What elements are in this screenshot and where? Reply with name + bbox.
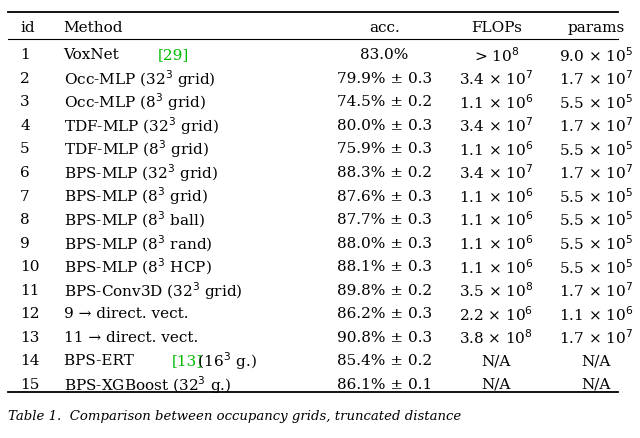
Text: N/A: N/A (581, 353, 611, 367)
Text: 79.9% ± 0.3: 79.9% ± 0.3 (337, 71, 432, 85)
Text: 5.5 × 10$^5$: 5.5 × 10$^5$ (559, 257, 633, 276)
Text: 9.0 × 10$^5$: 9.0 × 10$^5$ (559, 46, 633, 64)
Text: 3.4 × 10$^7$: 3.4 × 10$^7$ (459, 69, 533, 88)
Text: 11: 11 (20, 283, 40, 297)
Text: id: id (20, 21, 35, 35)
Text: 3: 3 (20, 95, 29, 109)
Text: 1.7 × 10$^7$: 1.7 × 10$^7$ (559, 116, 633, 135)
Text: 89.8% ± 0.2: 89.8% ± 0.2 (337, 283, 432, 297)
Text: 6: 6 (20, 166, 30, 180)
Text: TDF-MLP (32$^3$ grid): TDF-MLP (32$^3$ grid) (63, 115, 219, 136)
Text: > 10$^8$: > 10$^8$ (474, 46, 519, 64)
Text: acc.: acc. (369, 21, 399, 35)
Text: 85.4% ± 0.2: 85.4% ± 0.2 (337, 353, 432, 367)
Text: 2: 2 (20, 71, 30, 85)
Text: 1.1 × 10$^6$: 1.1 × 10$^6$ (459, 140, 533, 159)
Text: 1.7 × 10$^7$: 1.7 × 10$^7$ (559, 163, 633, 182)
Text: params: params (567, 21, 625, 35)
Text: 88.3% ± 0.2: 88.3% ± 0.2 (337, 166, 431, 180)
Text: 5.5 × 10$^5$: 5.5 × 10$^5$ (559, 234, 633, 252)
Text: 88.0% ± 0.3: 88.0% ± 0.3 (337, 236, 431, 250)
Text: 1.7 × 10$^7$: 1.7 × 10$^7$ (559, 69, 633, 88)
Text: BPS-MLP (8$^3$ HCP): BPS-MLP (8$^3$ HCP) (63, 256, 211, 277)
Text: [13]: [13] (172, 353, 203, 367)
Text: 5.5 × 10$^5$: 5.5 × 10$^5$ (559, 140, 633, 159)
Text: 5.5 × 10$^5$: 5.5 × 10$^5$ (559, 93, 633, 111)
Text: 1.7 × 10$^7$: 1.7 × 10$^7$ (559, 281, 633, 300)
Text: BPS-Conv3D (32$^3$ grid): BPS-Conv3D (32$^3$ grid) (63, 279, 242, 301)
Text: 1.1 × 10$^6$: 1.1 × 10$^6$ (459, 93, 533, 111)
Text: 1.7 × 10$^7$: 1.7 × 10$^7$ (559, 328, 633, 346)
Text: N/A: N/A (481, 353, 511, 367)
Text: 1.1 × 10$^6$: 1.1 × 10$^6$ (459, 257, 533, 276)
Text: 88.1% ± 0.3: 88.1% ± 0.3 (337, 260, 431, 274)
Text: 7: 7 (20, 189, 29, 203)
Text: [29]: [29] (158, 48, 189, 62)
Text: 87.7% ± 0.3: 87.7% ± 0.3 (337, 212, 431, 226)
Text: Table 1.  Comparison between occupancy grids, truncated distance: Table 1. Comparison between occupancy gr… (8, 409, 461, 422)
Text: TDF-MLP (8$^3$ grid): TDF-MLP (8$^3$ grid) (63, 138, 209, 160)
Text: 86.1% ± 0.1: 86.1% ± 0.1 (337, 377, 432, 391)
Text: 10: 10 (20, 260, 40, 274)
Text: 15: 15 (20, 377, 40, 391)
Text: FLOPs: FLOPs (470, 21, 522, 35)
Text: 86.2% ± 0.3: 86.2% ± 0.3 (337, 307, 432, 321)
Text: BPS-ERT: BPS-ERT (63, 353, 138, 367)
Text: 3.4 × 10$^7$: 3.4 × 10$^7$ (459, 163, 533, 182)
Text: 3.8 × 10$^8$: 3.8 × 10$^8$ (460, 328, 533, 346)
Text: 4: 4 (20, 119, 30, 133)
Text: 14: 14 (20, 353, 40, 367)
Text: BPS-XGBoost (32$^3$ g.): BPS-XGBoost (32$^3$ g.) (63, 373, 231, 395)
Text: BPS-MLP (32$^3$ grid): BPS-MLP (32$^3$ grid) (63, 162, 218, 184)
Text: 1.1 × 10$^6$: 1.1 × 10$^6$ (559, 304, 633, 323)
Text: 5.5 × 10$^5$: 5.5 × 10$^5$ (559, 210, 633, 229)
Text: 90.8% ± 0.3: 90.8% ± 0.3 (337, 330, 432, 344)
Text: 1.1 × 10$^6$: 1.1 × 10$^6$ (459, 187, 533, 205)
Text: 9 → direct. vect.: 9 → direct. vect. (63, 307, 188, 321)
Text: 1.1 × 10$^6$: 1.1 × 10$^6$ (459, 210, 533, 229)
Text: Method: Method (63, 21, 123, 35)
Text: 1: 1 (20, 48, 30, 62)
Text: 12: 12 (20, 307, 40, 321)
Text: 3.5 × 10$^8$: 3.5 × 10$^8$ (459, 281, 533, 300)
Text: 83.0%: 83.0% (360, 48, 408, 62)
Text: 3.4 × 10$^7$: 3.4 × 10$^7$ (459, 116, 533, 135)
Text: (16$^3$ g.): (16$^3$ g.) (193, 350, 257, 371)
Text: 2.2 × 10$^6$: 2.2 × 10$^6$ (459, 304, 533, 323)
Text: 8: 8 (20, 212, 29, 226)
Text: Occ-MLP (32$^3$ grid): Occ-MLP (32$^3$ grid) (63, 68, 215, 89)
Text: 9: 9 (20, 236, 30, 250)
Text: VoxNet: VoxNet (63, 48, 124, 62)
Text: 75.9% ± 0.3: 75.9% ± 0.3 (337, 142, 431, 156)
Text: 80.0% ± 0.3: 80.0% ± 0.3 (337, 119, 432, 133)
Text: 87.6% ± 0.3: 87.6% ± 0.3 (337, 189, 431, 203)
Text: BPS-MLP (8$^3$ ball): BPS-MLP (8$^3$ ball) (63, 209, 205, 230)
Text: 11 → direct. vect.: 11 → direct. vect. (63, 330, 198, 344)
Text: 13: 13 (20, 330, 40, 344)
Text: N/A: N/A (481, 377, 511, 391)
Text: 5.5 × 10$^5$: 5.5 × 10$^5$ (559, 187, 633, 205)
Text: N/A: N/A (581, 377, 611, 391)
Text: BPS-MLP (8$^3$ rand): BPS-MLP (8$^3$ rand) (63, 233, 212, 253)
Text: 1.1 × 10$^6$: 1.1 × 10$^6$ (459, 234, 533, 252)
Text: 74.5% ± 0.2: 74.5% ± 0.2 (337, 95, 432, 109)
Text: BPS-MLP (8$^3$ grid): BPS-MLP (8$^3$ grid) (63, 185, 208, 207)
Text: Occ-MLP (8$^3$ grid): Occ-MLP (8$^3$ grid) (63, 91, 205, 113)
Text: 5: 5 (20, 142, 29, 156)
